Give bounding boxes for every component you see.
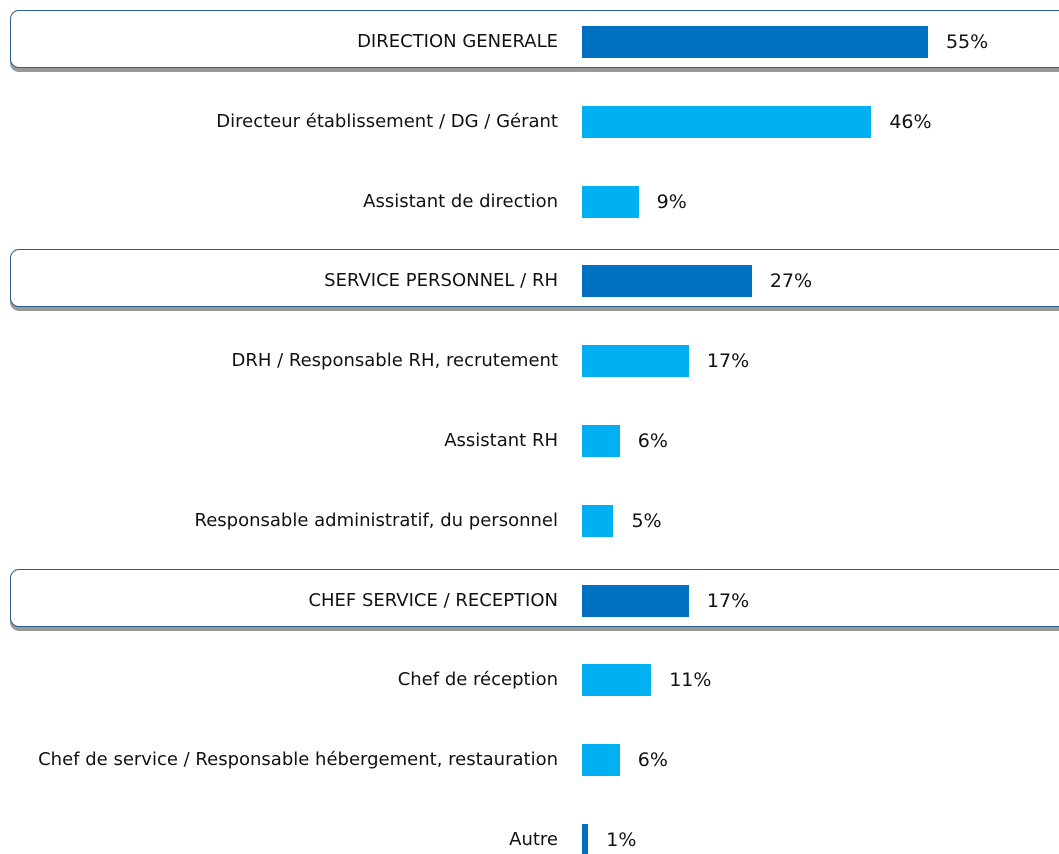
value-label: 5%	[631, 509, 662, 532]
bar	[582, 824, 589, 854]
category-text: SERVICE PERSONNEL / RH	[324, 270, 558, 292]
category-text: Directeur établissement / DG / Gérant	[216, 110, 558, 132]
category-text: Chef de service / Responsable hébergemen…	[38, 749, 558, 771]
value-label: 27%	[769, 270, 813, 293]
value-label: 6%	[637, 749, 668, 772]
value-label: 46%	[889, 110, 932, 133]
value-label: 1%	[606, 829, 637, 851]
bar	[582, 664, 652, 697]
category-text: Autre	[509, 829, 558, 850]
category-label: Autre	[8, 810, 558, 854]
bar	[582, 425, 620, 457]
bar	[582, 265, 752, 298]
category-text: CHEF SERVICE / RECEPTION	[308, 589, 558, 611]
category-label: DIRECTION GENERALE	[8, 12, 558, 72]
bar	[582, 584, 689, 617]
bar	[582, 744, 620, 777]
bar	[582, 504, 614, 537]
value-label: 55%	[945, 31, 989, 53]
category-label: Chef de réception	[8, 650, 558, 710]
category-label: DRH / Responsable RH, recrutement	[8, 331, 558, 391]
category-text: Assistant de direction	[363, 190, 558, 212]
value-label: 11%	[669, 669, 712, 692]
category-label: SERVICE PERSONNEL / RH	[8, 251, 558, 311]
bar	[582, 345, 689, 378]
category-label: Directeur établissement / DG / Gérant	[8, 92, 558, 152]
category-text: DIRECTION GENERALE	[357, 31, 558, 52]
bar	[582, 105, 872, 138]
bar	[582, 26, 928, 58]
category-text: DRH / Responsable RH, recrutement	[231, 350, 558, 372]
category-text: Responsable administratif, du personnel	[194, 509, 558, 531]
category-label: Chef de service / Responsable hébergemen…	[8, 730, 558, 790]
category-text: Chef de réception	[397, 669, 558, 691]
category-label: CHEF SERVICE / RECEPTION	[8, 571, 558, 631]
value-label: 17%	[706, 589, 750, 612]
category-text: Assistant RH	[444, 430, 558, 451]
bar	[582, 185, 639, 218]
group-box	[10, 568, 1059, 627]
value-label: 9%	[656, 190, 687, 213]
category-label: Assistant RH	[8, 411, 558, 471]
group-box	[10, 249, 1059, 308]
category-label: Responsable administratif, du personnel	[8, 491, 558, 551]
value-label: 17%	[706, 350, 750, 373]
value-label: 6%	[637, 430, 668, 452]
category-label: Assistant de direction	[8, 172, 558, 232]
